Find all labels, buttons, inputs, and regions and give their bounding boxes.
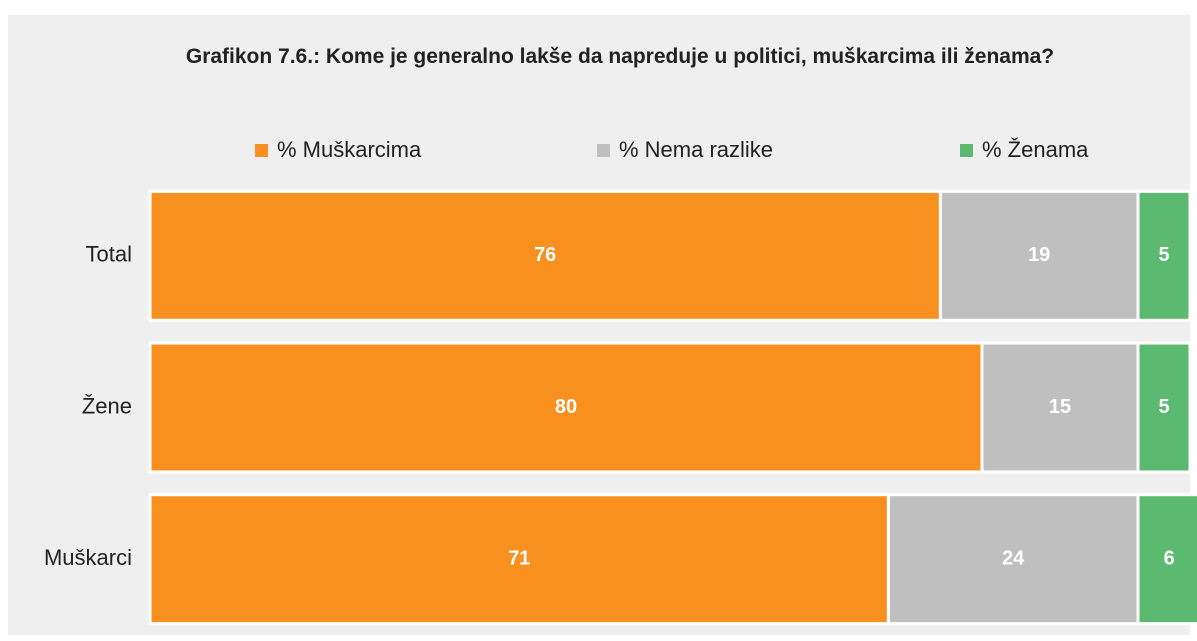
data-label: 5 (1158, 244, 1169, 266)
legend-swatch (960, 144, 973, 157)
data-label: 80 (555, 396, 577, 418)
legend-swatch (255, 144, 268, 157)
data-label: 71 (508, 547, 530, 569)
bar-segment (148, 493, 890, 626)
bar-segment (148, 341, 984, 474)
y-tick-label: Muškarci (44, 545, 132, 570)
bar-segment (886, 493, 1140, 626)
y-tick-label: Žene (82, 393, 132, 418)
data-label: 5 (1158, 396, 1169, 418)
data-label: 76 (534, 244, 556, 266)
data-label: 19 (1028, 244, 1050, 266)
bar-segment (938, 189, 1140, 322)
data-label: 6 (1164, 547, 1175, 569)
legend-label: % Nema razlike (619, 137, 773, 162)
legend-label: % Muškarcima (277, 137, 422, 162)
bar-segment (1136, 493, 1197, 626)
bar-segment (148, 189, 942, 322)
data-label: 15 (1049, 396, 1071, 418)
legend-swatch (597, 144, 610, 157)
bar-segment (1136, 341, 1192, 474)
y-tick-label: Total (86, 242, 132, 267)
legend-label: % Ženama (982, 137, 1089, 162)
data-label: 24 (1002, 547, 1025, 569)
chart-title: Grafikon 7.6.: Kome je generalno lakše d… (185, 45, 1055, 68)
bar-segment (980, 341, 1140, 474)
bar-segment (1136, 189, 1192, 322)
